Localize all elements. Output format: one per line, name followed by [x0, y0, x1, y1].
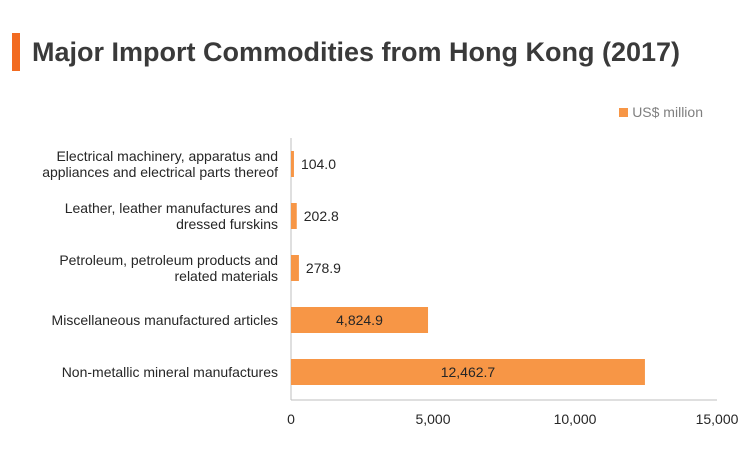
data-label: 202.8 [304, 208, 339, 224]
data-label: 104.0 [301, 156, 336, 172]
x-tick-label: 10,000 [554, 411, 597, 427]
x-tick-label: 15,000 [696, 411, 739, 427]
legend-swatch [619, 107, 629, 117]
bar [291, 359, 645, 385]
x-tick-label: 5,000 [415, 411, 450, 427]
category-label: Miscellaneous manufactured articles [52, 312, 278, 328]
bar [291, 255, 299, 281]
category-label: Electrical machinery, apparatus and appli… [42, 148, 278, 180]
chart-title: Major Import Commodities from Hong Kong … [32, 36, 681, 67]
category-label: Leather, leather manufactures and dressed… [65, 200, 278, 232]
bar [291, 307, 429, 333]
x-tick-label: 0 [287, 411, 295, 427]
legend-label: US$ million [632, 104, 703, 120]
title-block: Major Import Commodities from Hong Kong … [12, 32, 680, 72]
bar [291, 151, 294, 177]
data-label: 4,824.9 [336, 312, 383, 328]
data-label: 278.9 [306, 260, 341, 276]
data-label: 12,462.7 [441, 364, 496, 380]
category-label: Non-metallic mineral manufactures [62, 364, 278, 380]
category-label: Petroleum, petroleum products and related… [59, 252, 278, 284]
title-accent-bar [12, 33, 20, 71]
legend: US$ million [619, 104, 703, 120]
bar [291, 203, 297, 229]
